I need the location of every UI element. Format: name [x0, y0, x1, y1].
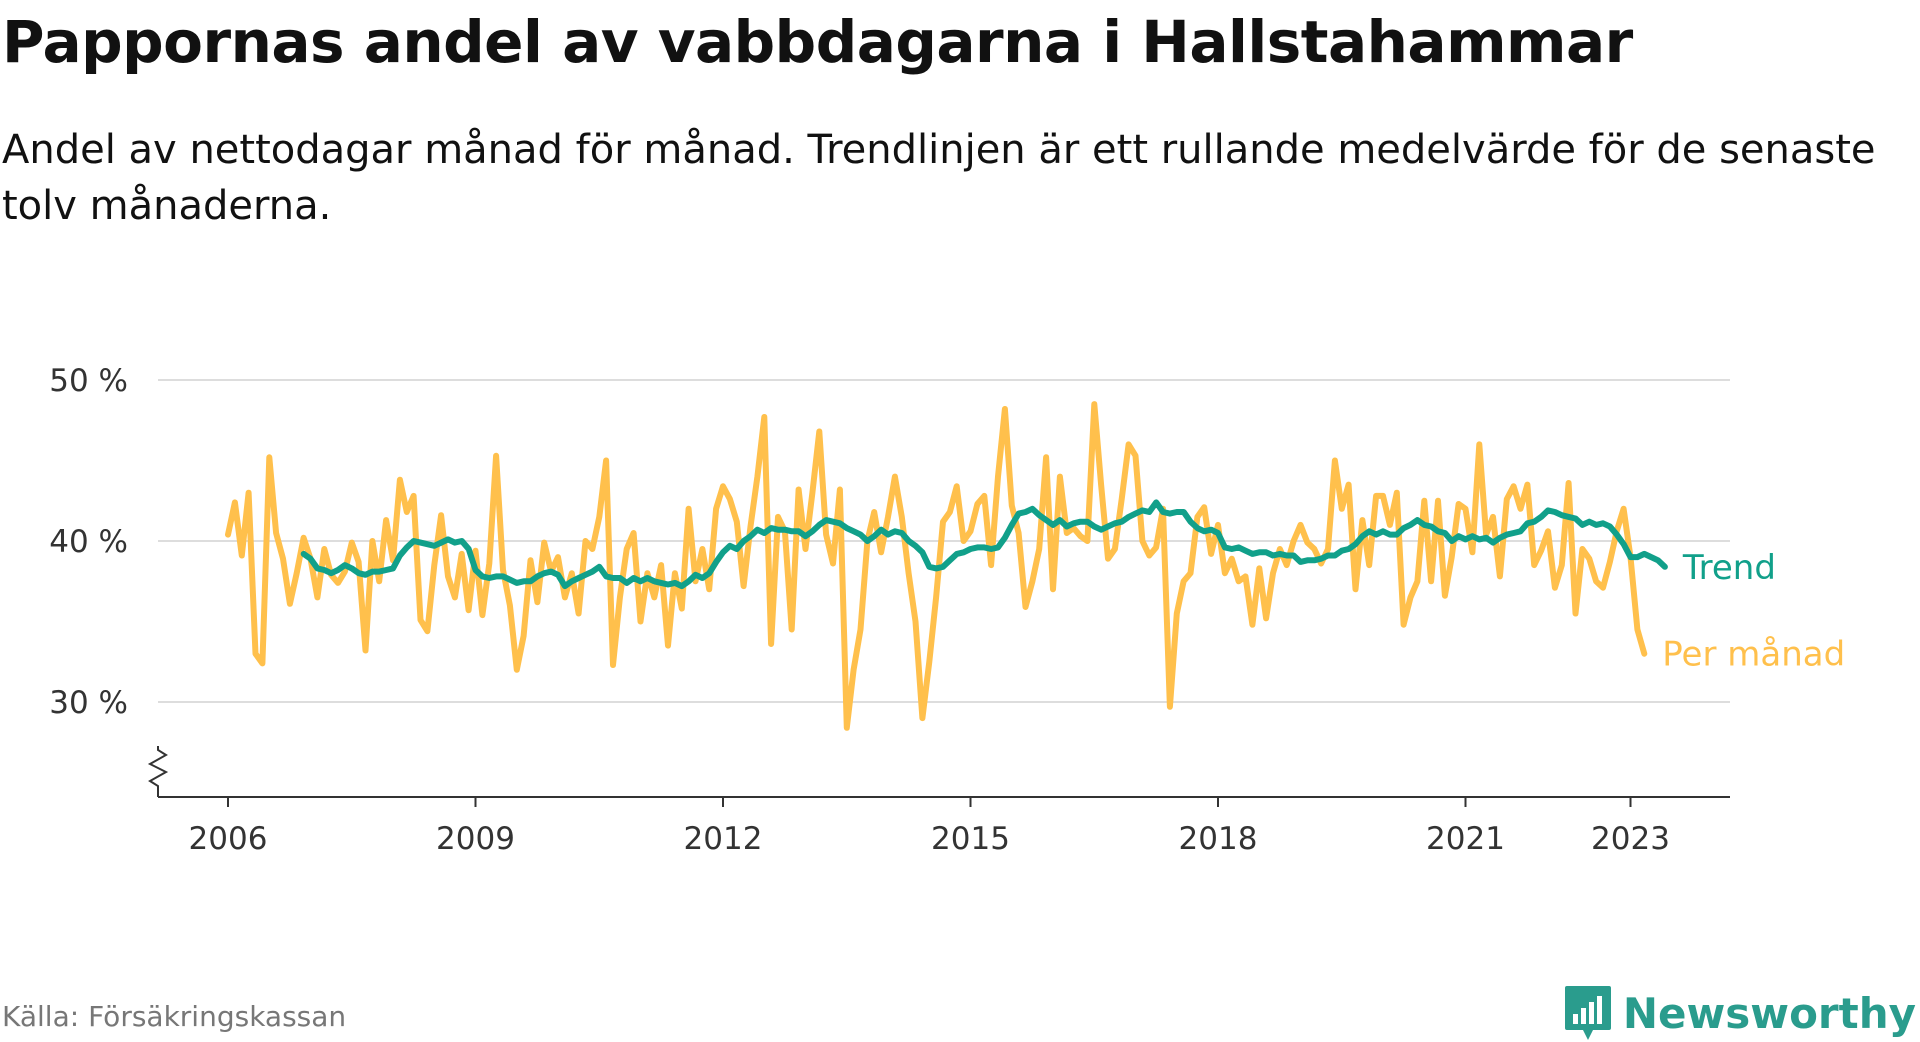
y-tick-label: 50 % [49, 363, 128, 399]
bar-chart-badge-icon [1564, 986, 1611, 1040]
newsworthy-logo: Newsworthy [1563, 984, 1916, 1042]
chart-subtitle: Andel av nettodagar månad för månad. Tre… [2, 127, 1876, 229]
y-tick-label: 30 % [49, 685, 128, 721]
y-tick-label: 40 % [49, 524, 128, 560]
series-line-per-manad [225, 401, 1648, 731]
logo-text: Newsworthy [1622, 988, 1916, 1038]
series-lines [225, 401, 1668, 731]
x-tick-label: 2023 [1591, 821, 1670, 857]
x-tick-label: 2021 [1426, 821, 1505, 857]
x-tick-label: 2012 [684, 821, 763, 857]
x-tick-label: 2015 [931, 821, 1010, 857]
x-tick-label: 2006 [189, 821, 268, 857]
x-tick-label: 2009 [436, 821, 515, 857]
axis-break-icon [147, 746, 169, 797]
series-line-trend [300, 499, 1668, 590]
series-labels: Per månad Trend [1662, 548, 1845, 675]
source-note: Källa: Försäkringskassan [2, 1000, 347, 1033]
x-axis: 2006 2009 2012 2015 2018 2021 2023 [147, 746, 1730, 857]
chart-title: Pappornas andel av vabbdagarna i Hallsta… [2, 8, 1633, 76]
line-chart: 30 % 40 % 50 % 2006 2009 2012 2015 2018 2021 202… [49, 363, 1845, 857]
series-label-trend: Trend [1682, 548, 1776, 588]
x-tick-label: 2018 [1179, 821, 1258, 857]
y-axis-labels: 30 % 40 % 50 % [49, 363, 128, 721]
series-label-per-manad: Per månad [1662, 635, 1845, 675]
